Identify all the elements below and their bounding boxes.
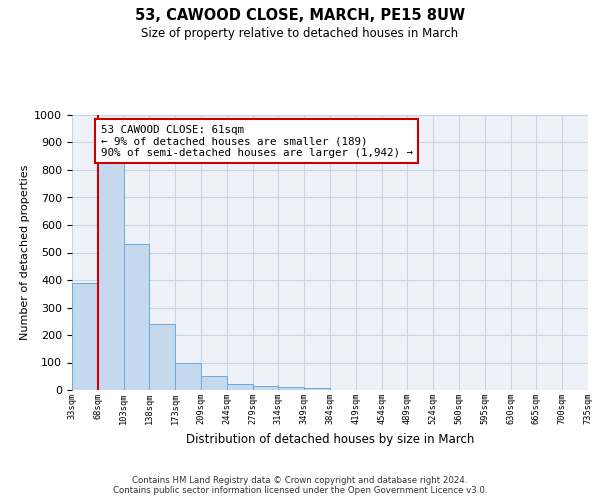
Y-axis label: Number of detached properties: Number of detached properties <box>20 165 30 340</box>
Text: Contains HM Land Registry data © Crown copyright and database right 2024.
Contai: Contains HM Land Registry data © Crown c… <box>113 476 487 495</box>
Text: 53, CAWOOD CLOSE, MARCH, PE15 8UW: 53, CAWOOD CLOSE, MARCH, PE15 8UW <box>135 8 465 22</box>
Bar <box>253 386 278 390</box>
Bar <box>149 324 175 390</box>
Bar <box>98 162 124 390</box>
Bar <box>201 376 227 390</box>
Text: Size of property relative to detached houses in March: Size of property relative to detached ho… <box>142 28 458 40</box>
Text: Distribution of detached houses by size in March: Distribution of detached houses by size … <box>186 432 474 446</box>
Bar <box>175 364 201 390</box>
Bar <box>304 388 330 390</box>
Bar <box>72 283 98 390</box>
Text: 53 CAWOOD CLOSE: 61sqm
← 9% of detached houses are smaller (189)
90% of semi-det: 53 CAWOOD CLOSE: 61sqm ← 9% of detached … <box>101 124 413 158</box>
Bar <box>278 387 304 390</box>
Bar <box>227 384 253 390</box>
Bar <box>124 244 149 390</box>
